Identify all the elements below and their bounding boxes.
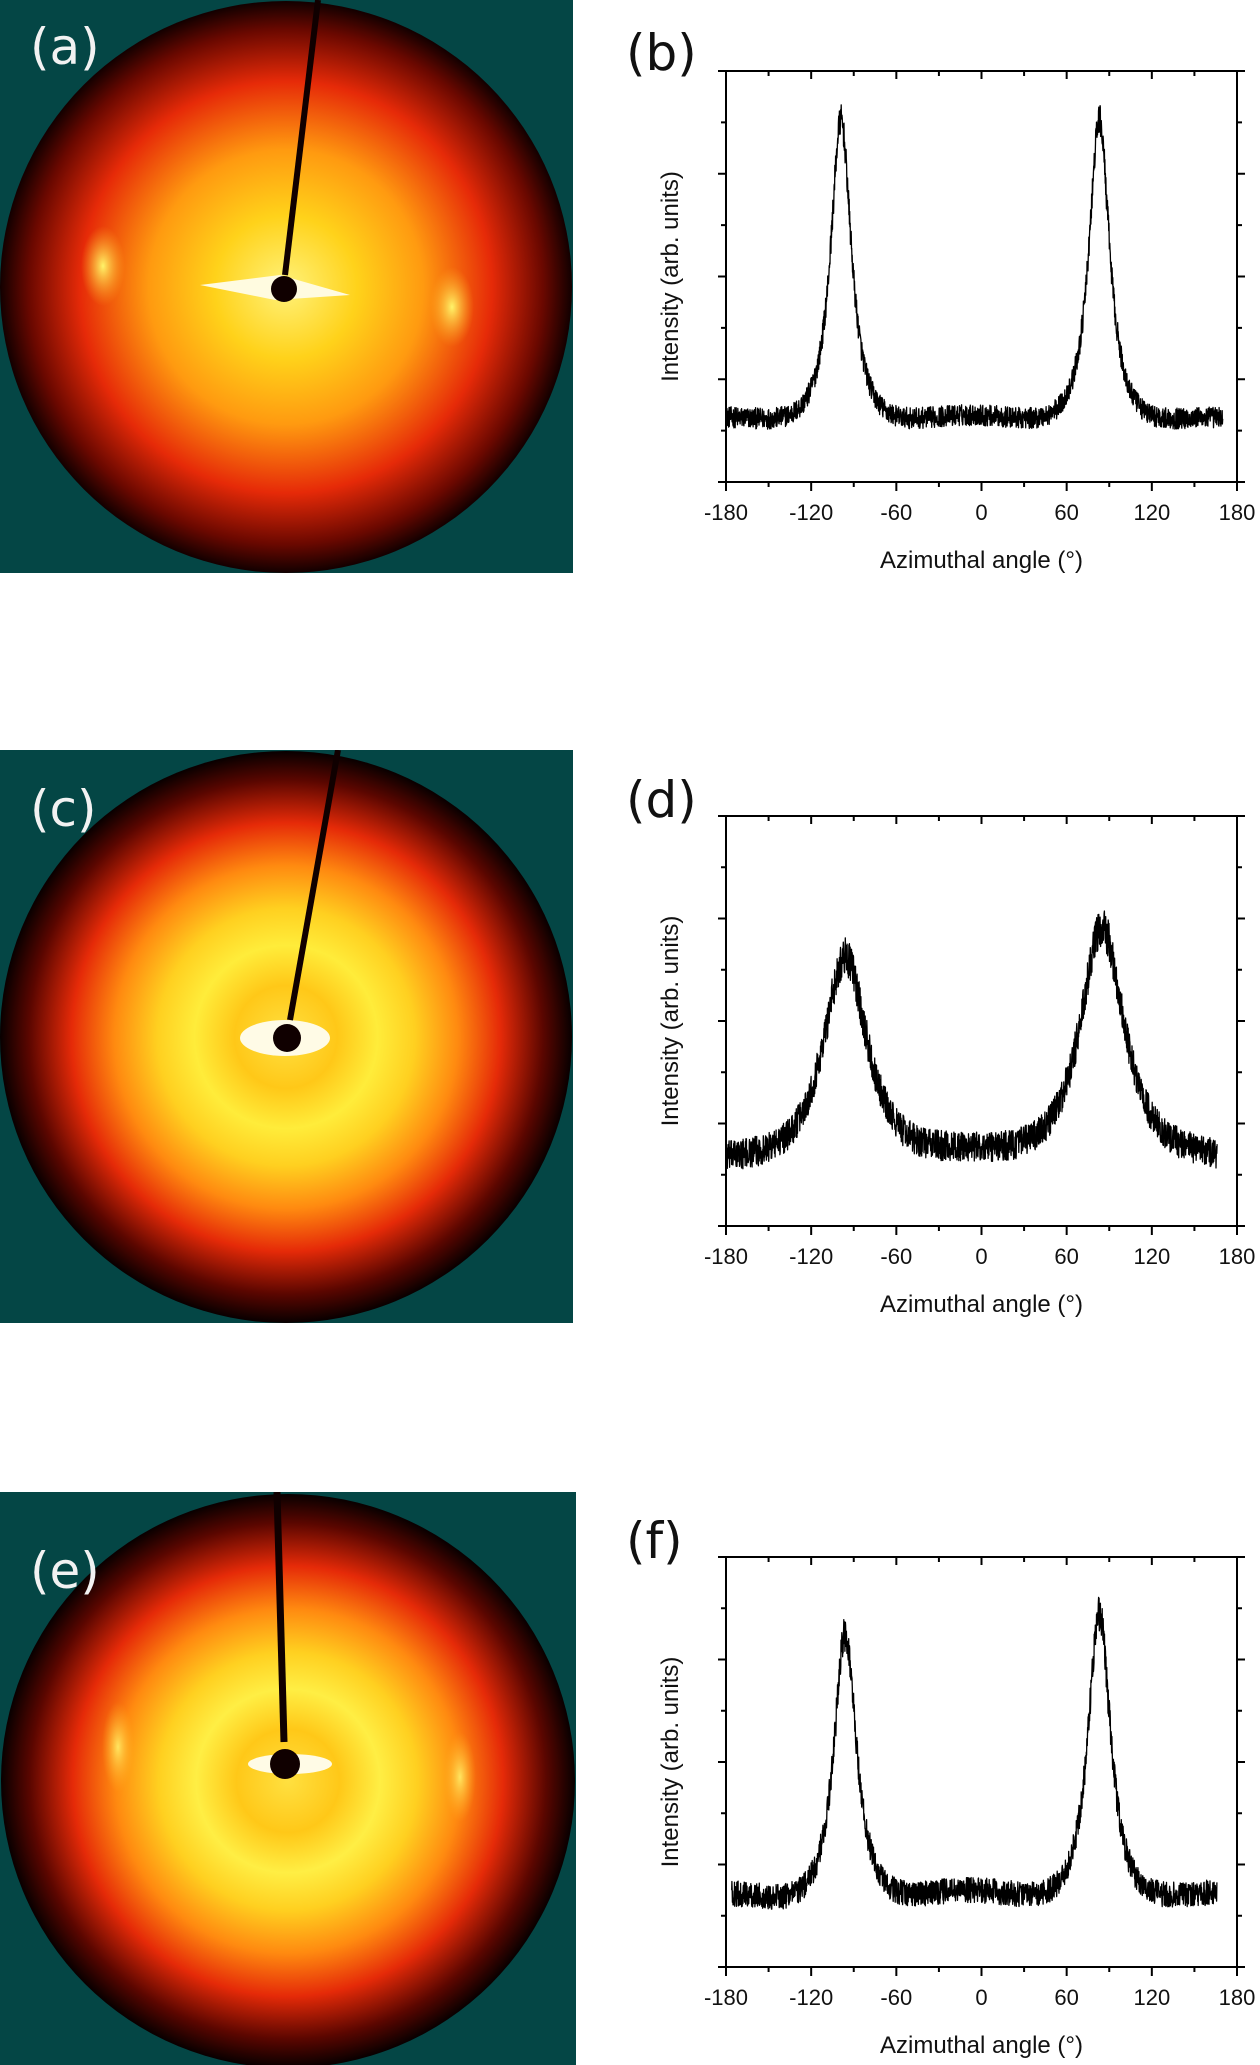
beamstop-arm xyxy=(282,0,321,276)
x-axis-label: Azimuthal angle (°) xyxy=(880,1291,1083,1318)
intensity-profile-line xyxy=(725,104,1224,430)
x-tick-label: 180 xyxy=(1219,1244,1256,1269)
azimuthal-profile-b: -180 -120 -60 0 60 120 180 Azimuthal angle (°) I… xyxy=(657,70,1256,574)
x-tick-label: 0 xyxy=(975,500,987,525)
x-tick-label: 0 xyxy=(975,1244,987,1269)
y-axis-label: Intensity (arb. units) xyxy=(657,171,684,382)
scattering-disk xyxy=(1,1494,575,2065)
panel-label-e: (e) xyxy=(30,1542,100,1600)
x-tick-label: -180 xyxy=(704,1985,748,2010)
equatorial-reflection-right xyxy=(444,1732,476,1822)
equatorial-reflection-left xyxy=(102,1702,134,1792)
diffraction-pattern-e: (e) xyxy=(0,1492,576,2065)
equatorial-reflection-right xyxy=(430,267,474,347)
beamstop-arm xyxy=(287,750,341,1021)
panel-label-b: (b) xyxy=(626,24,697,82)
x-tick-label: 120 xyxy=(1133,500,1170,525)
diffraction-pattern-a: (a) xyxy=(0,0,573,573)
panel-label-c: (c) xyxy=(30,780,97,838)
intensity-profile-line xyxy=(725,910,1218,1170)
x-tick-label: -180 xyxy=(704,500,748,525)
x-tick-label: -180 xyxy=(704,1244,748,1269)
x-tick-label: 180 xyxy=(1219,1985,1256,2010)
chart-b: (b) -180 -120 -60 0 60 120 180 Azimuthal angle … xyxy=(620,20,1260,580)
y-axis-label: Intensity (arb. units) xyxy=(657,916,684,1127)
chart-f: (f) -180 -120 -60 0 60 120 180 Azimuthal angle … xyxy=(620,1506,1260,2065)
beamstop xyxy=(271,276,297,302)
equatorial-reflection-left xyxy=(81,226,125,306)
x-tick-label: -120 xyxy=(789,500,833,525)
diffraction-pattern-c: (c) xyxy=(0,750,573,1323)
diffraction-image-e xyxy=(1,1492,575,2065)
x-tick-label: 180 xyxy=(1219,500,1256,525)
diffraction-image-c xyxy=(0,750,572,1323)
panel-label-a: (a) xyxy=(30,18,100,76)
chart-d: (d) -180 -120 -60 0 60 120 180 Azimuthal angle … xyxy=(620,765,1260,1335)
x-tick-label: -60 xyxy=(880,500,912,525)
azimuthal-profile-f: -180 -120 -60 0 60 120 180 Azimuthal angle (°) I… xyxy=(657,1556,1256,2059)
diffraction-image-a xyxy=(0,0,572,573)
x-tick-label: -60 xyxy=(880,1244,912,1269)
x-tick-label: -120 xyxy=(789,1985,833,2010)
x-tick-label: -60 xyxy=(880,1985,912,2010)
azimuthal-profile-d: -180 -120 -60 0 60 120 180 Azimuthal angle (°) I… xyxy=(657,815,1256,1318)
x-tick-label: 60 xyxy=(1054,1985,1078,2010)
x-tick-label: 120 xyxy=(1133,1985,1170,2010)
plot-frame xyxy=(725,815,1238,1227)
plot-frame xyxy=(725,1556,1238,1968)
x-tick-label: 60 xyxy=(1054,1244,1078,1269)
y-axis-label: Intensity (arb. units) xyxy=(657,1657,684,1868)
x-axis-label: Azimuthal angle (°) xyxy=(880,2032,1083,2059)
x-tick-label: 60 xyxy=(1054,500,1078,525)
intensity-profile-line xyxy=(731,1596,1218,1910)
x-tick-label: 120 xyxy=(1133,1244,1170,1269)
x-axis-label: Azimuthal angle (°) xyxy=(880,547,1083,574)
beamstop-arm xyxy=(273,1492,288,1743)
x-tick-label: 0 xyxy=(975,1985,987,2010)
x-tick-label: -120 xyxy=(789,1244,833,1269)
beamstop xyxy=(273,1024,301,1052)
panel-label-d: (d) xyxy=(626,771,697,829)
panel-label-f: (f) xyxy=(626,1512,683,1570)
beamstop xyxy=(270,1749,300,1779)
